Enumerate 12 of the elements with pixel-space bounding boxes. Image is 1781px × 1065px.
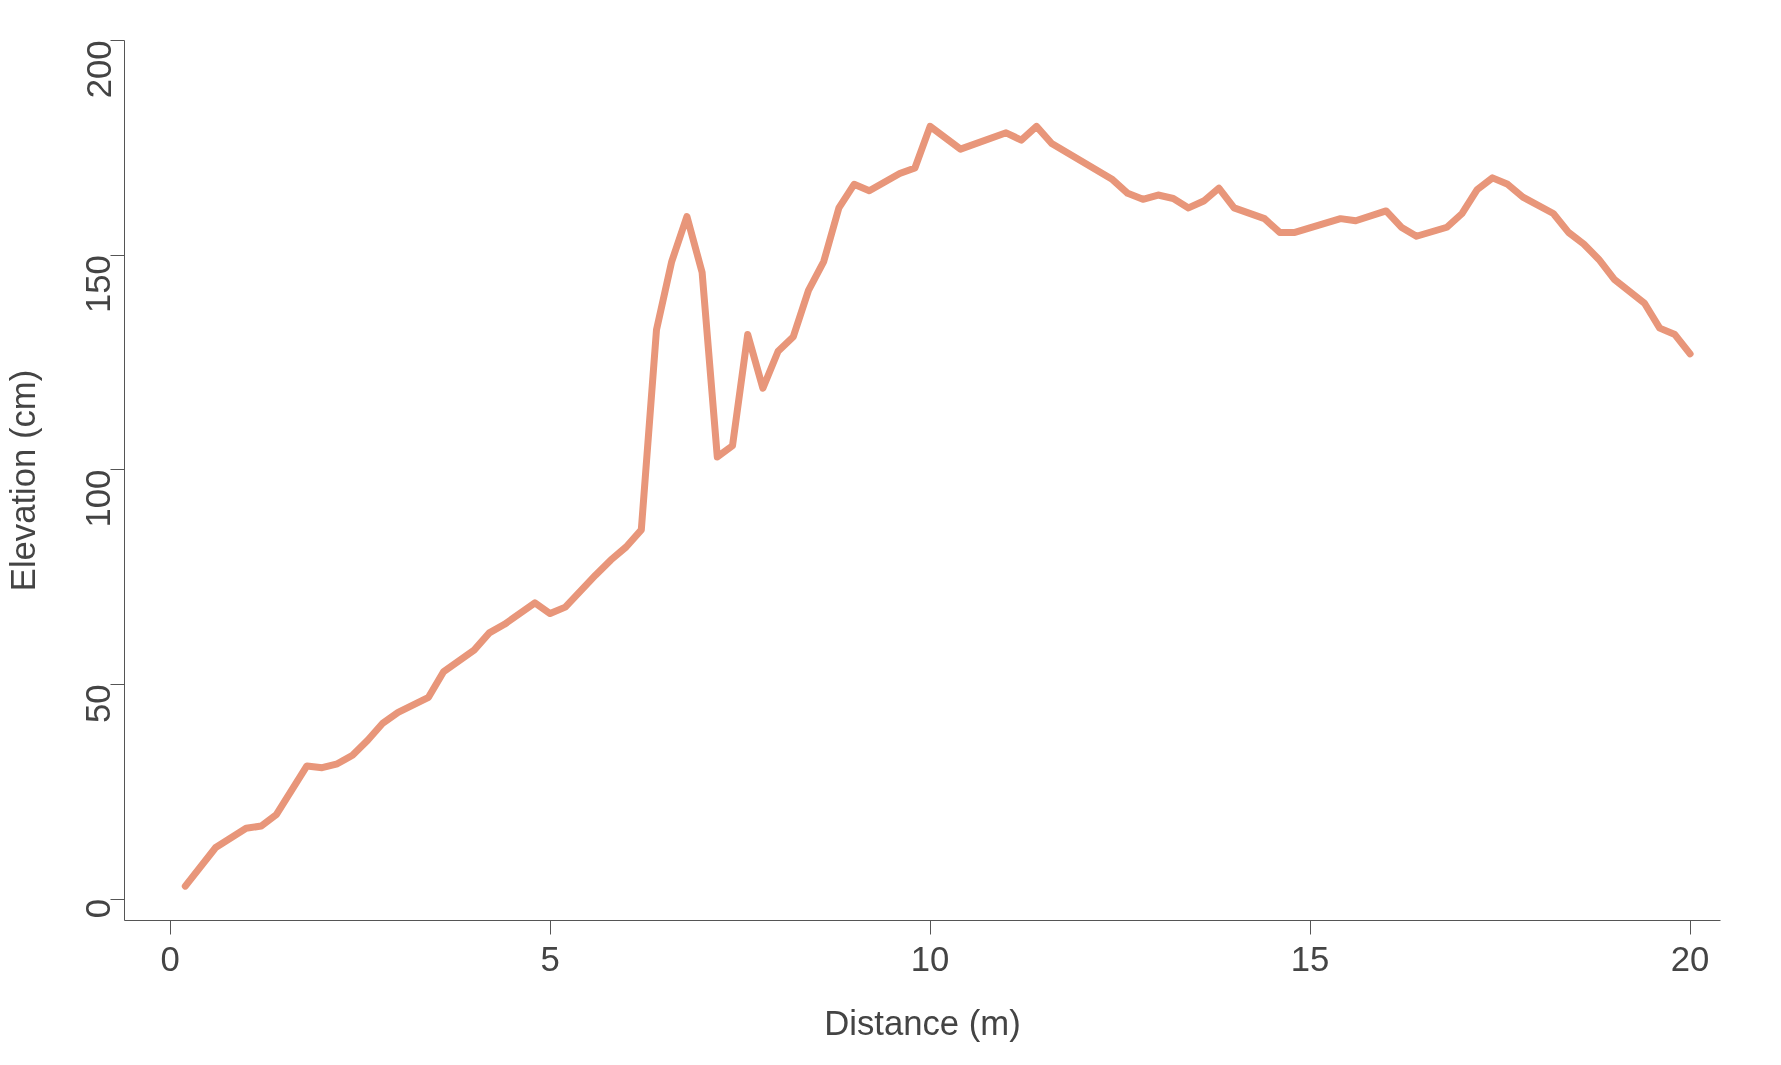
x-tick-label: 20: [1670, 939, 1710, 978]
y-axis-title: Elevation (cm): [3, 369, 42, 592]
x-tick-label: 15: [1290, 939, 1330, 978]
x-tick-label: 10: [910, 939, 950, 978]
x-tick-label: 5: [540, 939, 560, 978]
y-tick-label: 100: [79, 469, 118, 528]
x-tick-label: 0: [160, 939, 180, 978]
y-tick-label: 50: [79, 684, 118, 723]
y-tick-label: 200: [79, 40, 118, 99]
y-tick-label: 150: [79, 255, 118, 313]
x-axis-title: Distance (m): [824, 1003, 1021, 1042]
y-tick-label: 0: [79, 899, 118, 919]
